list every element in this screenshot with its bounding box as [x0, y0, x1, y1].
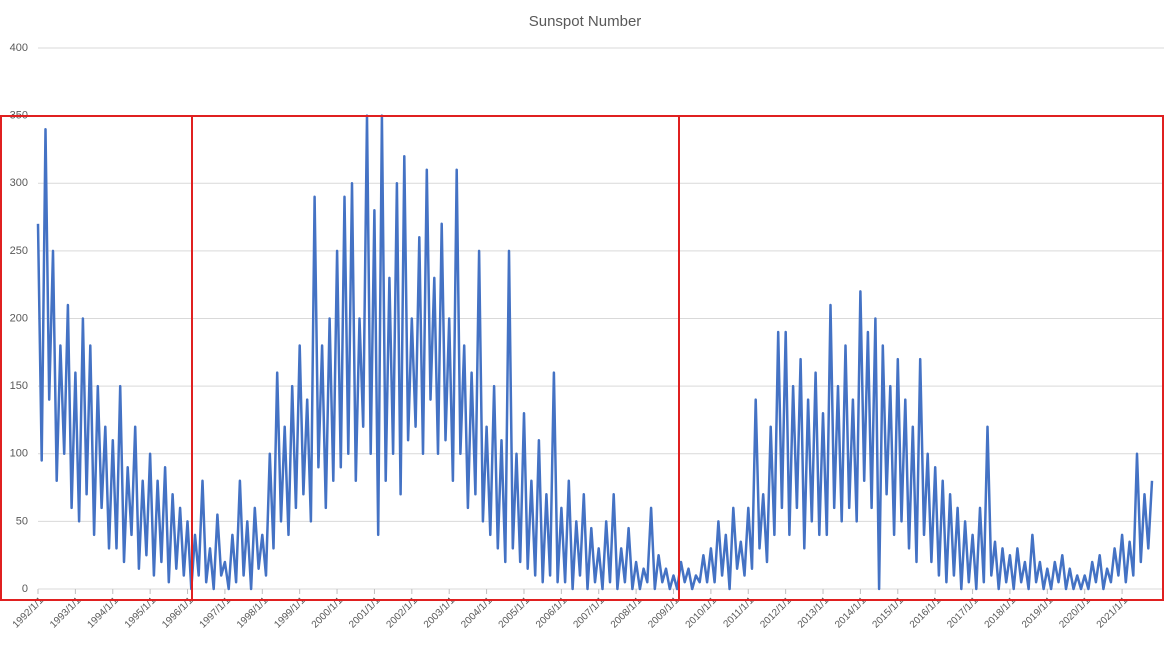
y-tick-label: 0: [22, 583, 28, 595]
y-tick-label: 100: [10, 448, 28, 460]
y-tick-label: 50: [16, 515, 28, 527]
data-line: [36, 114, 1154, 591]
annotation-boxes: [0, 115, 1164, 601]
y-tick-label: 150: [10, 380, 28, 392]
y-tick-label: 300: [10, 177, 28, 189]
y-tick-label: 200: [10, 312, 28, 324]
y-tick-label: 400: [10, 42, 28, 54]
chart-title: Sunspot Number: [529, 13, 642, 30]
y-tick-label: 250: [10, 245, 28, 257]
